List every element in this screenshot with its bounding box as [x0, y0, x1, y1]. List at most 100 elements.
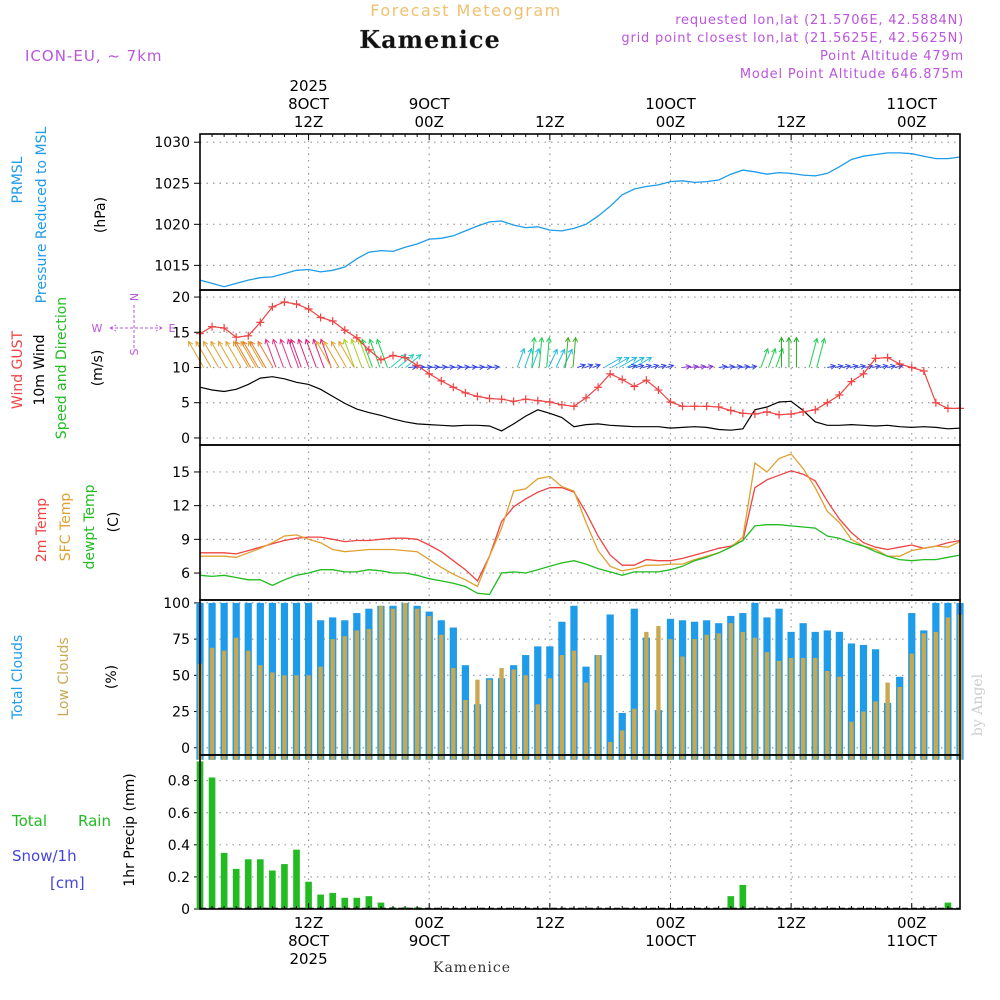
time-label-top: 8OCT	[288, 95, 330, 113]
wind-arrow-head	[235, 340, 241, 347]
y-tick-label: 0.4	[168, 838, 190, 854]
gust-marker	[847, 377, 856, 386]
time-label-bottom: 12Z	[294, 914, 323, 932]
low-cloud-bar	[788, 657, 794, 760]
wind-arrow-head	[567, 348, 573, 355]
rain-bar	[257, 859, 264, 909]
rain-bar	[208, 777, 216, 909]
y-tick-label: 50	[172, 668, 190, 684]
series-line-10m-wind	[199, 376, 961, 432]
panels: 1015102010251030051015206912150255075100…	[154, 133, 964, 918]
panel-pressure: 1015 1020 1025 1030	[154, 133, 961, 291]
gust-marker	[943, 404, 952, 413]
gust-marker	[389, 351, 398, 360]
gust-marker	[919, 367, 928, 376]
y-tick-label: 15	[172, 325, 190, 341]
wind-arrow-head	[225, 340, 231, 347]
wind-arrow-head	[527, 347, 533, 354]
wind-arrow	[618, 357, 637, 368]
wind-arrow	[879, 365, 888, 368]
gust-marker	[799, 407, 808, 416]
time-label-top: 2025	[289, 77, 327, 95]
low-cloud-bar	[728, 623, 733, 760]
wind-arrow-head	[271, 338, 278, 345]
low-cloud-bar	[909, 653, 914, 760]
low-cloud-bar	[451, 668, 456, 760]
time-label-bottom: 2025	[289, 950, 327, 968]
gust-marker	[545, 398, 554, 407]
wind-arrow	[531, 337, 535, 368]
low-cloud-bar	[873, 701, 878, 760]
low-cloud-bar	[656, 626, 661, 760]
wind-arrow	[842, 365, 851, 368]
low-cloud-bar	[354, 630, 359, 760]
wind-arrow-head	[375, 338, 382, 345]
y-tick-label: 0	[181, 431, 190, 447]
temp2m-label: 2m Temp	[34, 498, 50, 562]
gust-marker	[883, 353, 892, 362]
wind-arrow	[397, 354, 414, 368]
wind-arrow	[358, 339, 370, 368]
wind-arrow-head	[368, 338, 374, 345]
low-cloud-bar	[740, 631, 746, 760]
y-tick-label: 9	[181, 532, 190, 548]
wind-arrow	[316, 341, 332, 368]
time-label-bottom: 8OCT	[288, 932, 330, 950]
series-line-wind-gust	[199, 301, 960, 416]
time-label-bottom: 00Z	[897, 914, 926, 932]
wind-arrow	[235, 341, 252, 368]
wind-arrow-head	[330, 340, 336, 347]
wind-arrow-head	[820, 337, 827, 344]
rain-bar	[727, 896, 735, 909]
wind-arrow	[650, 364, 659, 368]
wind-arrow-head	[793, 336, 800, 343]
wind-arrow	[331, 341, 347, 368]
wind-arrow	[369, 339, 381, 368]
low-cloud-bar	[523, 675, 528, 760]
gust-marker	[787, 410, 796, 418]
low-cloud-bar	[402, 602, 408, 760]
gust-marker	[328, 317, 337, 325]
rain-bar	[244, 859, 252, 909]
gust-marker	[401, 353, 410, 362]
wind-arrow-head	[464, 364, 471, 370]
wind-arrow	[461, 366, 470, 368]
gust-marker	[316, 313, 325, 322]
wind-arrow-head	[471, 364, 478, 370]
gust-marker	[606, 369, 615, 378]
wind-arrow-head	[813, 337, 819, 344]
time-label-top: 12Z	[535, 113, 564, 131]
gust-marker	[726, 406, 735, 415]
time-label-bottom: 9OCT	[409, 932, 451, 950]
gust-marker	[871, 354, 880, 363]
low-cloud-bar	[270, 672, 275, 760]
low-cloud-bar	[571, 650, 577, 760]
y-tick-label: 75	[172, 632, 190, 648]
low-cloud-bar	[535, 704, 540, 760]
gust-marker	[340, 326, 349, 335]
time-label-bottom: 00Z	[415, 914, 444, 932]
wind-arrow	[343, 339, 355, 368]
pressure-label-long: Pressure Reduced to MSL	[34, 126, 50, 303]
wind-arrow-head	[580, 363, 587, 369]
rain-bar	[220, 852, 228, 909]
wind-arrow	[351, 339, 363, 368]
wind-arrow-head	[218, 340, 224, 347]
wind-arrow-head	[210, 340, 216, 347]
wind-arrow	[257, 341, 274, 368]
wind-arrow	[361, 339, 373, 368]
gust-marker	[208, 322, 217, 331]
low-cloud-bar	[246, 650, 251, 760]
low-cloud-bar	[209, 647, 215, 760]
wind-arrow	[767, 348, 776, 368]
wind-arrow	[577, 364, 586, 368]
rain-bar	[305, 881, 312, 909]
gust-marker	[521, 395, 530, 404]
low-cloud-bar	[511, 669, 516, 760]
wind-arrow	[726, 365, 735, 368]
gust-marker	[461, 388, 470, 397]
wind-arrow-head	[486, 364, 493, 370]
gust-marker	[485, 394, 494, 403]
wind-arrow	[857, 365, 866, 368]
gust-marker	[931, 398, 940, 407]
